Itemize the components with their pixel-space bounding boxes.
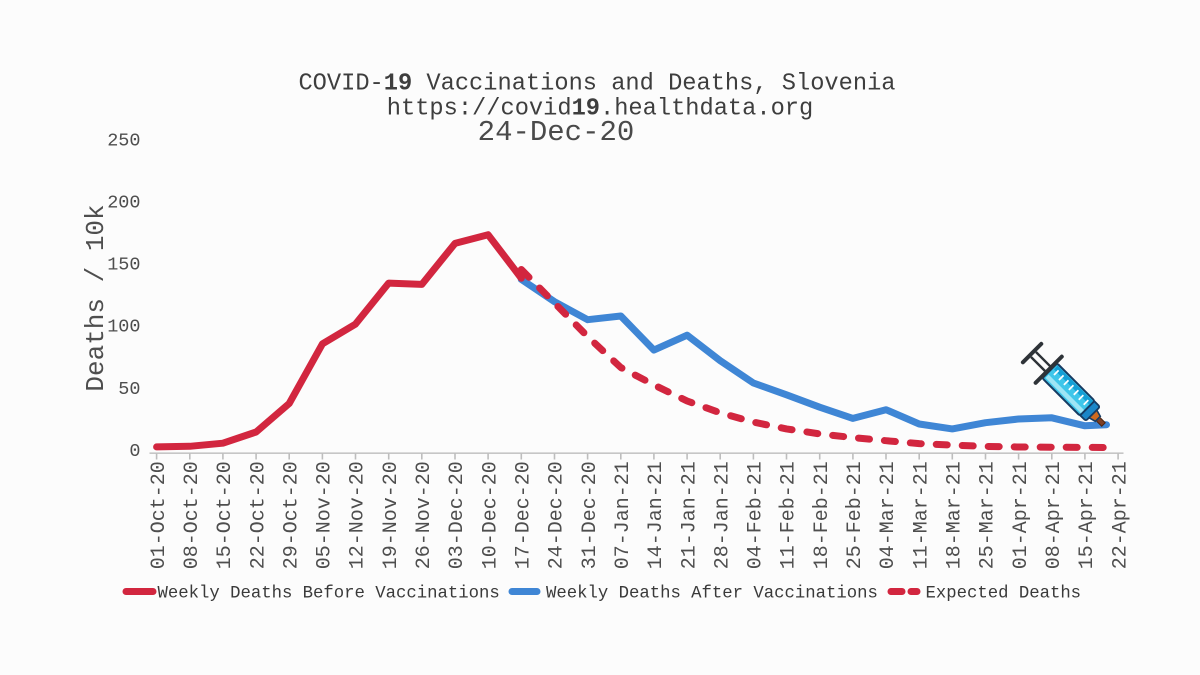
svg-text:Expected Deaths: Expected Deaths [926, 585, 1082, 604]
svg-text:18-Feb-21: 18-Feb-21 [811, 461, 834, 569]
svg-text:01-Oct-20: 01-Oct-20 [148, 461, 171, 569]
svg-text:15-Apr-21: 15-Apr-21 [1076, 461, 1099, 569]
svg-text:31-Dec-20: 31-Dec-20 [579, 461, 602, 569]
svg-text:04-Feb-21: 04-Feb-21 [745, 461, 768, 569]
svg-text:04-Mar-21: 04-Mar-21 [877, 461, 900, 569]
svg-text:Weekly Deaths Before Vaccinati: Weekly Deaths Before Vaccinations [158, 585, 500, 604]
svg-text:19-Nov-20: 19-Nov-20 [380, 461, 403, 569]
svg-text:07-Jan-21: 07-Jan-21 [612, 461, 635, 569]
svg-text:22-Apr-21: 22-Apr-21 [1109, 461, 1132, 569]
svg-text:25-Feb-21: 25-Feb-21 [844, 461, 867, 569]
svg-text:26-Nov-20: 26-Nov-20 [413, 461, 436, 569]
svg-text:150: 150 [107, 255, 140, 276]
svg-text:100: 100 [107, 317, 140, 338]
svg-text:COVID-19 Vaccinations and Deat: COVID-19 Vaccinations and Deaths, Sloven… [298, 71, 895, 98]
svg-text:250: 250 [107, 131, 140, 152]
svg-text:10-Dec-20: 10-Dec-20 [479, 461, 502, 569]
svg-text:21-Jan-21: 21-Jan-21 [678, 461, 701, 569]
svg-text:08-Apr-21: 08-Apr-21 [1043, 461, 1066, 569]
svg-text:14-Jan-21: 14-Jan-21 [645, 461, 668, 569]
svg-text:11-Mar-21: 11-Mar-21 [910, 461, 933, 569]
svg-text:15-Oct-20: 15-Oct-20 [214, 461, 237, 569]
svg-text:24-Dec-20: 24-Dec-20 [546, 461, 569, 569]
svg-text:Deaths / 10k: Deaths / 10k [81, 204, 111, 391]
svg-text:03-Dec-20: 03-Dec-20 [446, 461, 469, 569]
svg-text:05-Nov-20: 05-Nov-20 [314, 461, 337, 569]
svg-text:08-Oct-20: 08-Oct-20 [181, 461, 204, 569]
svg-text:11-Feb-21: 11-Feb-21 [778, 461, 801, 569]
svg-text:0: 0 [129, 441, 140, 462]
svg-text:24-Dec-20: 24-Dec-20 [478, 116, 635, 149]
svg-text:22-Oct-20: 22-Oct-20 [247, 461, 270, 569]
svg-text:12-Nov-20: 12-Nov-20 [347, 461, 370, 569]
svg-text:01-Apr-21: 01-Apr-21 [1010, 461, 1033, 569]
svg-text:29-Oct-20: 29-Oct-20 [280, 461, 303, 569]
svg-text:25-Mar-21: 25-Mar-21 [977, 461, 1000, 569]
svg-text:18-Mar-21: 18-Mar-21 [944, 461, 967, 569]
svg-text:28-Jan-21: 28-Jan-21 [711, 461, 734, 569]
svg-text:50: 50 [118, 379, 140, 400]
svg-text:200: 200 [107, 193, 140, 214]
svg-text:Weekly Deaths After Vaccinatio: Weekly Deaths After Vaccinations [546, 585, 878, 604]
svg-text:https://covid19.healthdata.org: https://covid19.healthdata.org [387, 96, 813, 123]
svg-text:17-Dec-20: 17-Dec-20 [513, 461, 536, 569]
